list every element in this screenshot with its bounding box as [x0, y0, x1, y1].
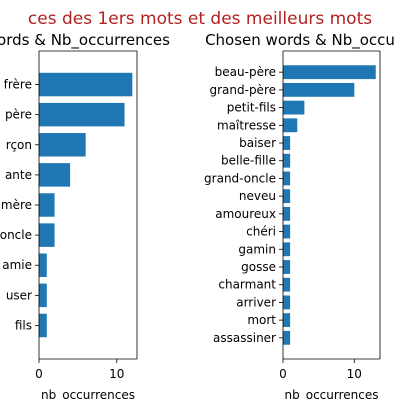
y-tick-label: charmant: [218, 278, 276, 292]
bar: [283, 118, 298, 133]
bar: [283, 260, 291, 274]
y-tick-label: gamin: [238, 242, 276, 256]
left-chart: t words & Nb_occurrences frère père rçon ant…: [0, 31, 170, 400]
bar: [283, 171, 291, 186]
y-tick-label: neveu: [239, 189, 276, 203]
y-tick-label: ante: [5, 168, 32, 182]
y-tick-label: chéri: [246, 225, 276, 239]
y-tick-label: amoureux: [215, 207, 276, 221]
bar: [39, 313, 47, 338]
y-tick-label: mort: [247, 313, 276, 327]
bar: [283, 206, 291, 221]
y-tick-label: oncle: [0, 228, 32, 242]
bar: [39, 163, 71, 187]
bar: [283, 224, 291, 239]
y-tick-label: user: [6, 288, 32, 302]
y-tick-label: mère: [1, 198, 32, 212]
y-tick-label: baiser: [239, 136, 276, 150]
bar: [39, 223, 55, 247]
bar: [283, 136, 291, 150]
bar: [283, 82, 355, 97]
bar: [283, 100, 305, 115]
bar: [283, 295, 291, 310]
panel-title: Chosen words & Nb_occu: [205, 31, 395, 50]
bar: [283, 277, 291, 292]
y-tick-label: assassiner: [213, 331, 276, 345]
y-tick-label: grand-père: [209, 83, 276, 97]
y-tick-label: rçon: [6, 138, 32, 152]
bar: [39, 133, 86, 157]
x-tick-label: 0: [279, 367, 287, 381]
bar: [283, 242, 291, 257]
y-tick-label: grand-oncle: [204, 171, 276, 185]
y-tick-label: belle-fille: [221, 154, 276, 168]
bar: [39, 72, 133, 97]
bar: [283, 330, 291, 345]
bar: [39, 283, 47, 308]
bar: [283, 65, 376, 80]
y-tick-label: fils: [15, 318, 32, 332]
figure-suptitle: ces des 1ers mots et des meilleurs mots: [28, 9, 372, 29]
x-axis-label: nb_occurrences: [41, 388, 135, 400]
y-tick-label: amie: [2, 258, 32, 272]
y-tick-label: père: [5, 108, 32, 122]
bar: [283, 189, 291, 204]
y-tick-label: maîtresse: [217, 118, 276, 132]
bar: [39, 253, 47, 277]
right-chart: Chosen words & Nb_occu beau-père grand-pèr…: [204, 31, 395, 400]
bar: [283, 313, 291, 328]
x-tick-label: 10: [347, 367, 362, 381]
bar: [39, 102, 125, 127]
bar: [283, 153, 291, 168]
y-tick-label: frère: [4, 78, 32, 92]
bar: [39, 193, 55, 217]
panel-title: t words & Nb_occurrences: [0, 31, 170, 50]
y-tick-label: beau-père: [215, 65, 276, 79]
y-tick-label: arriver: [236, 295, 276, 309]
x-tick-label: 0: [35, 367, 43, 381]
x-axis-label: nb_occurrences: [285, 388, 379, 400]
y-tick-label: petit-fils: [227, 101, 276, 115]
x-tick-label: 10: [109, 367, 124, 381]
y-tick-label: gosse: [241, 260, 276, 274]
